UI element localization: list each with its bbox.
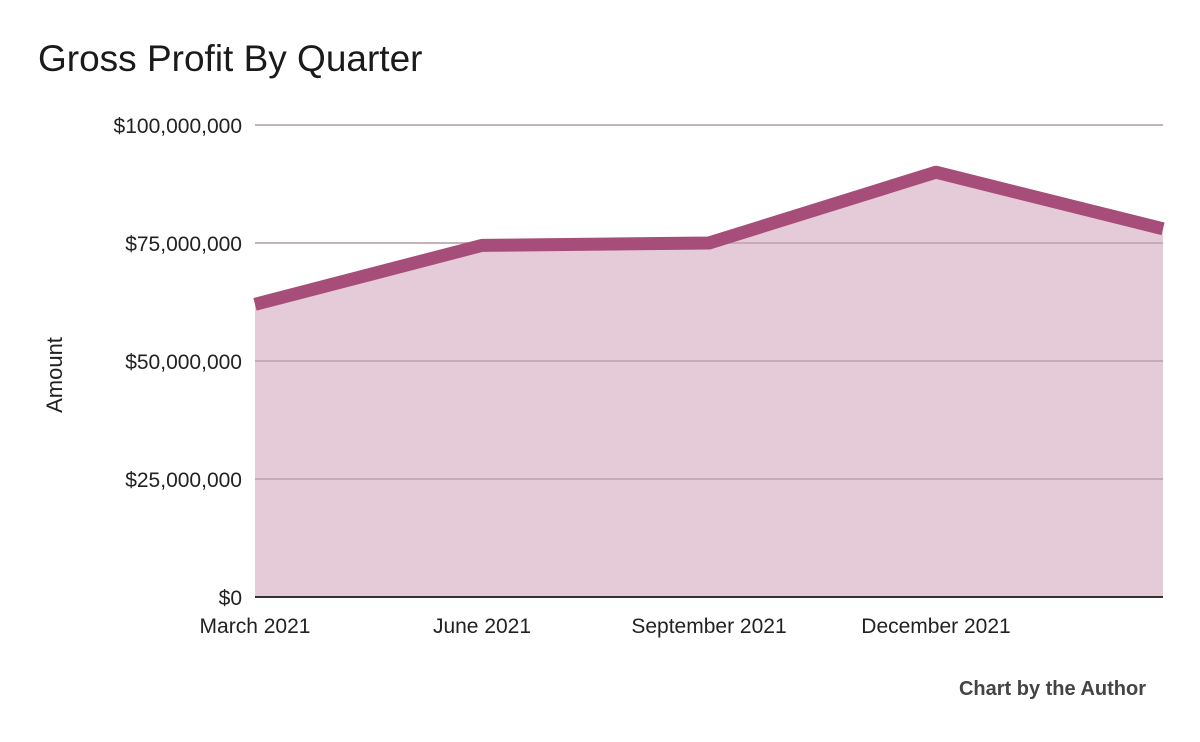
x-tick-label: March 2021 xyxy=(200,615,311,638)
axes: $0 $25,000,000 $50,000,000 $75,000,000 $100,… xyxy=(114,115,1163,638)
y-axis-title: Amount xyxy=(42,337,67,413)
area-layer xyxy=(253,124,1165,597)
y-tick-label: $100,000,000 xyxy=(114,115,242,138)
x-tick-label: September 2021 xyxy=(631,615,786,638)
x-tick-label: June 2021 xyxy=(433,615,531,638)
area-fill xyxy=(255,172,1163,597)
chart-credit: Chart by the Author xyxy=(958,678,1146,700)
x-tick-label: December 2021 xyxy=(861,615,1010,638)
y-tick-label: $25,000,000 xyxy=(125,469,242,492)
y-tick-label: $50,000,000 xyxy=(125,351,242,374)
y-tick-label: $0 xyxy=(219,587,242,610)
chart-title: Gross Profit By Quarter xyxy=(38,38,423,79)
y-tick-label: $75,000,000 xyxy=(125,233,242,256)
